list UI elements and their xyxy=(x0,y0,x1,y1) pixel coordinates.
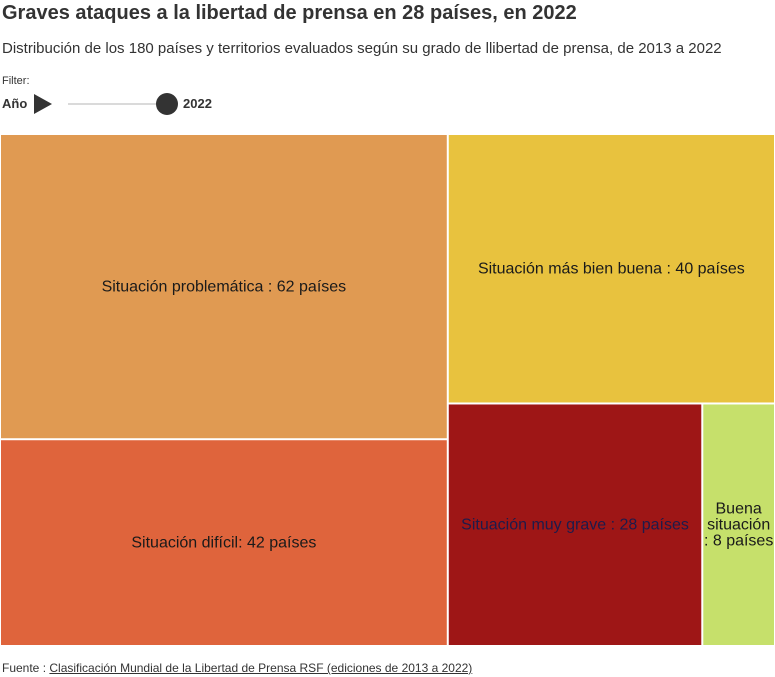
chart-subtitle: Distribución de los 180 países y territo… xyxy=(2,40,722,57)
year-slider-thumb[interactable] xyxy=(156,93,178,115)
source-note: Fuente : Clasificación Mundial de la Lib… xyxy=(2,661,472,675)
treemap-label: Buena situación: 8 países xyxy=(704,501,773,550)
source-prefix: Fuente : xyxy=(2,661,50,675)
treemap-cell[interactable] xyxy=(447,134,775,404)
treemap-chart: Situación problemática : 62 países Situac… xyxy=(0,134,775,646)
year-filter: Año 2022 xyxy=(2,91,242,117)
treemap-label: Situación muy grave : 28 países xyxy=(461,517,689,534)
play-icon[interactable] xyxy=(34,94,52,114)
year-slider-value: 2022 xyxy=(183,96,212,111)
treemap-label: Situación problemática : 62 países xyxy=(102,279,347,296)
treemap-cell[interactable] xyxy=(0,134,448,440)
source-link[interactable]: Clasificación Mundial de la Libertad de … xyxy=(49,661,473,675)
treemap-cell[interactable] xyxy=(447,403,703,646)
treemap-label: Situación difícil: 42 países xyxy=(131,535,316,552)
treemap-cell[interactable] xyxy=(702,403,775,646)
chart-title: Graves ataques a la libertad de prensa e… xyxy=(2,2,577,24)
treemap-cell[interactable] xyxy=(0,439,448,646)
year-slider-track[interactable] xyxy=(68,103,168,105)
filter-label: Filter: xyxy=(2,75,30,87)
year-filter-label: Año xyxy=(2,96,28,111)
treemap-label: Situación más bien buena : 40 países xyxy=(478,261,745,278)
